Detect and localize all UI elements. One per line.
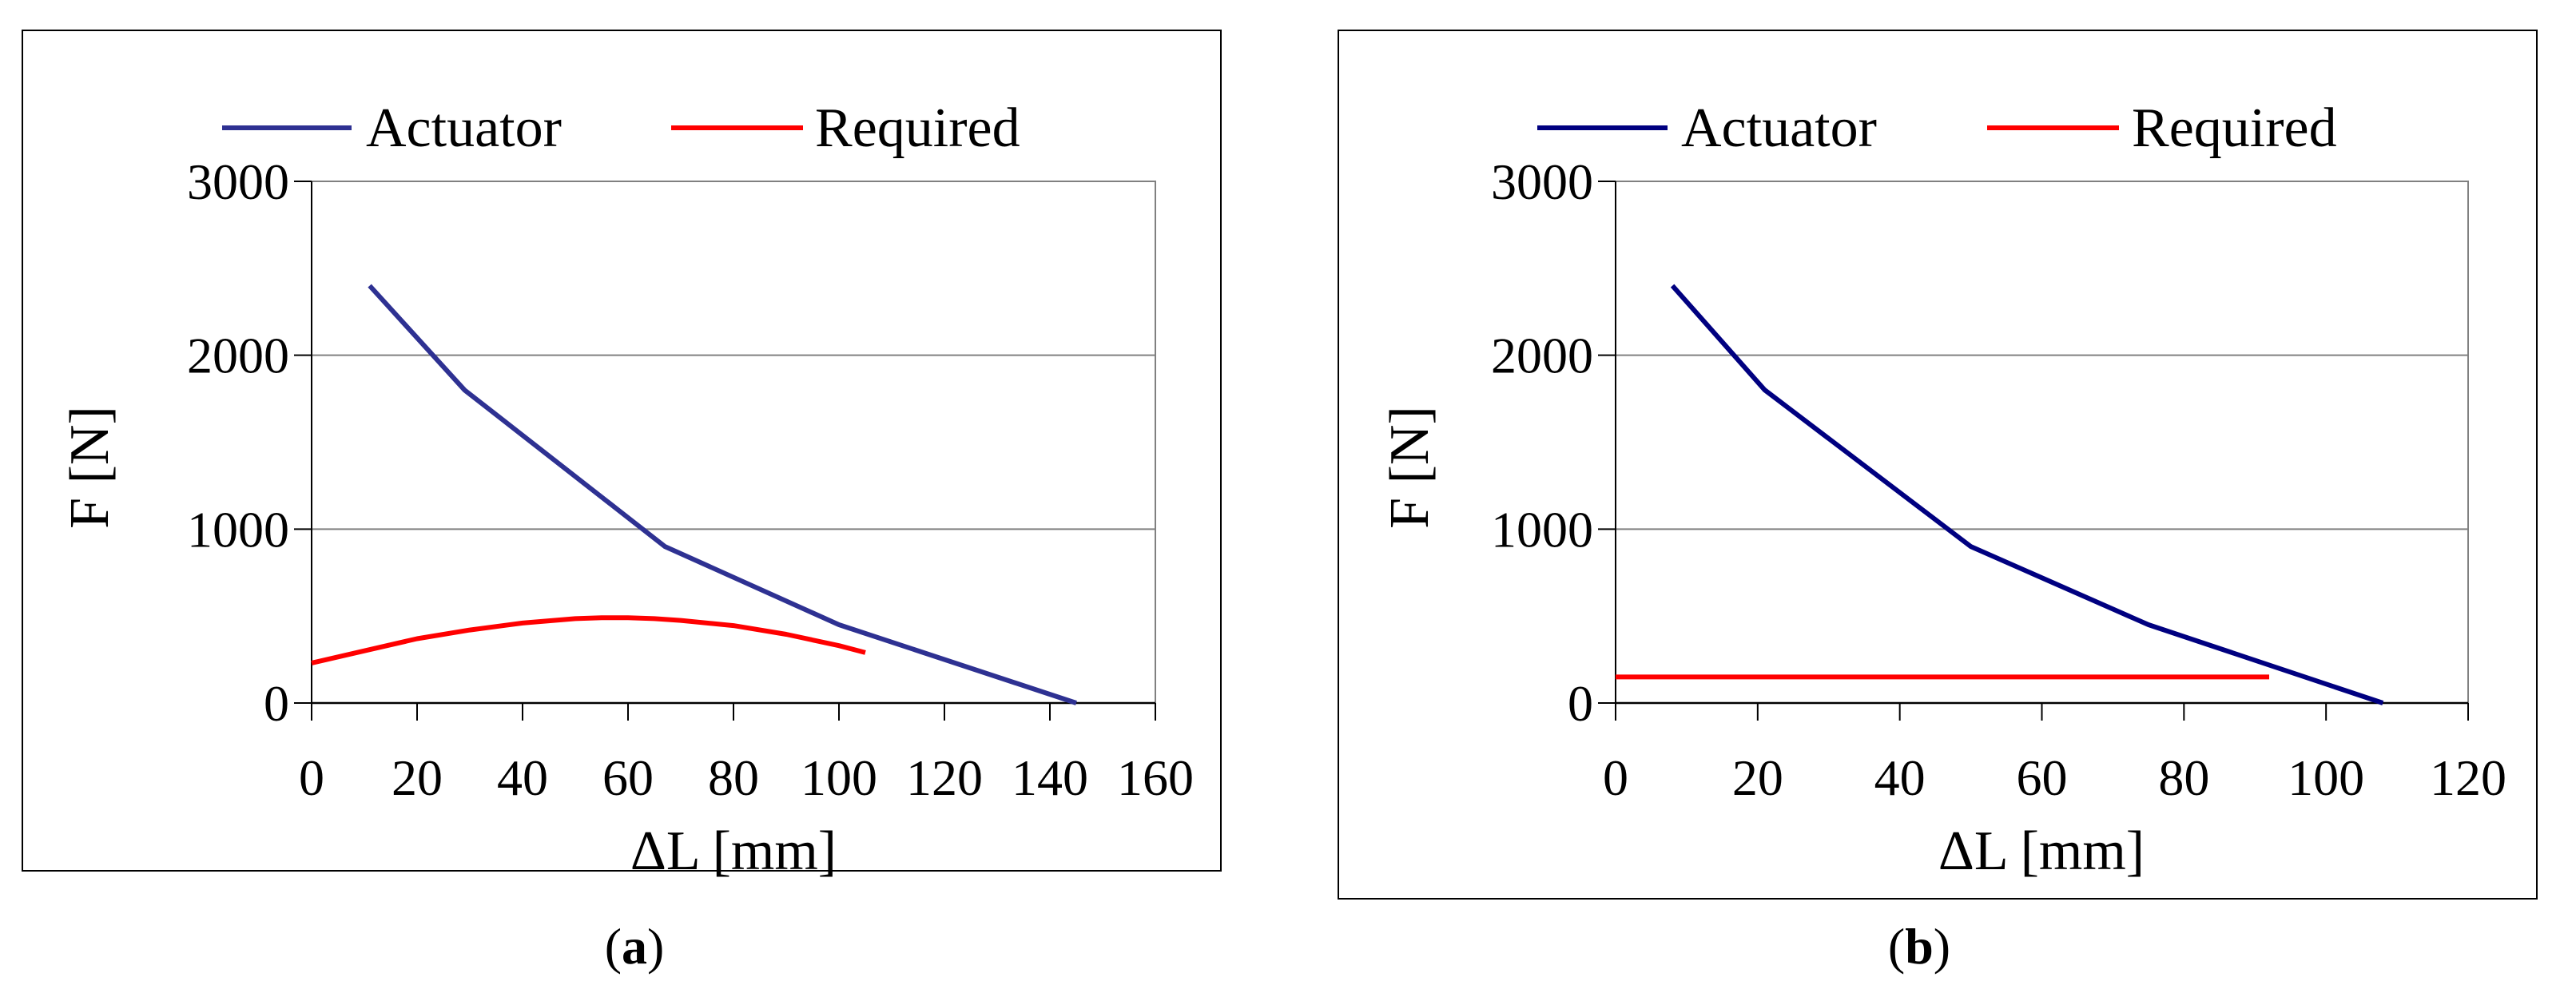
- x-tick-label: 100: [801, 749, 877, 806]
- x-tick-label: 100: [2288, 749, 2364, 806]
- legend-label-actuator: Actuator: [366, 97, 562, 159]
- caption-b: (b): [1799, 917, 2039, 976]
- legend-label-required: Required: [2132, 97, 2337, 159]
- x-tick-label: 160: [1117, 749, 1194, 806]
- legend-label-required: Required: [815, 97, 1020, 159]
- caption-a-close: ): [647, 918, 665, 975]
- x-tick-label: 40: [1874, 749, 1926, 806]
- legend-label-actuator: Actuator: [1681, 97, 1877, 159]
- x-tick-label: 140: [1012, 749, 1088, 806]
- caption-a-letter: a: [622, 918, 647, 975]
- x-tick-label: 120: [906, 749, 983, 806]
- x-tick-label: 60: [2017, 749, 2068, 806]
- caption-a: (a): [515, 917, 754, 976]
- y-tick-label: 1000: [1491, 501, 1593, 558]
- x-tick-label: 60: [602, 749, 654, 806]
- x-tick-label: 20: [1732, 749, 1783, 806]
- y-axis-label: F [N]: [59, 406, 121, 529]
- series-line-required: [311, 615, 866, 665]
- chart-frame: [1338, 30, 2538, 900]
- caption-a-open: (: [604, 918, 622, 975]
- x-tick-label: 0: [1603, 749, 1628, 806]
- y-tick-label: 2000: [187, 328, 289, 384]
- x-tick-label: 120: [2430, 749, 2506, 806]
- y-tick-label: 1000: [187, 501, 289, 558]
- y-tick-label: 3000: [187, 153, 289, 210]
- y-tick-label: 3000: [1491, 153, 1593, 210]
- x-tick-label: 80: [708, 749, 759, 806]
- chart-frame: [22, 30, 1222, 872]
- y-tick-label: 0: [1568, 675, 1593, 732]
- x-axis-label: ΔL [mm]: [1938, 820, 2145, 882]
- x-tick-label: 0: [299, 749, 324, 806]
- caption-b-letter: b: [1905, 918, 1934, 975]
- x-tick-label: 20: [392, 749, 443, 806]
- series-line-actuator: [368, 284, 1077, 705]
- y-tick-label: 2000: [1491, 328, 1593, 384]
- x-axis-label: ΔL [mm]: [630, 820, 837, 882]
- caption-b-open: (: [1887, 918, 1906, 975]
- chart-a: 0 1000 2000 3000 0 20 40 60 80 100 120 140 160 ΔL [mm…: [22, 30, 1222, 882]
- chart-b: 0 1000 2000 3000 0 20 40 60 80 100 120 ΔL [mm] F [N]…: [1338, 30, 2538, 900]
- caption-b-close: ): [1933, 918, 1951, 975]
- y-tick-label: 0: [264, 675, 289, 732]
- series-line-actuator: [1670, 284, 2384, 705]
- plot-area: [1615, 181, 2469, 704]
- chart-panel-a: 0 1000 2000 3000 0 20 40 60 80 100 120 140 160 ΔL [mm…: [0, 0, 1288, 911]
- x-tick-label: 80: [2158, 749, 2209, 806]
- chart-panel-b: 0 1000 2000 3000 0 20 40 60 80 100 120 ΔL [mm] F [N]…: [1288, 0, 2576, 911]
- y-axis-label: F [N]: [1379, 406, 1441, 529]
- x-tick-label: 40: [497, 749, 548, 806]
